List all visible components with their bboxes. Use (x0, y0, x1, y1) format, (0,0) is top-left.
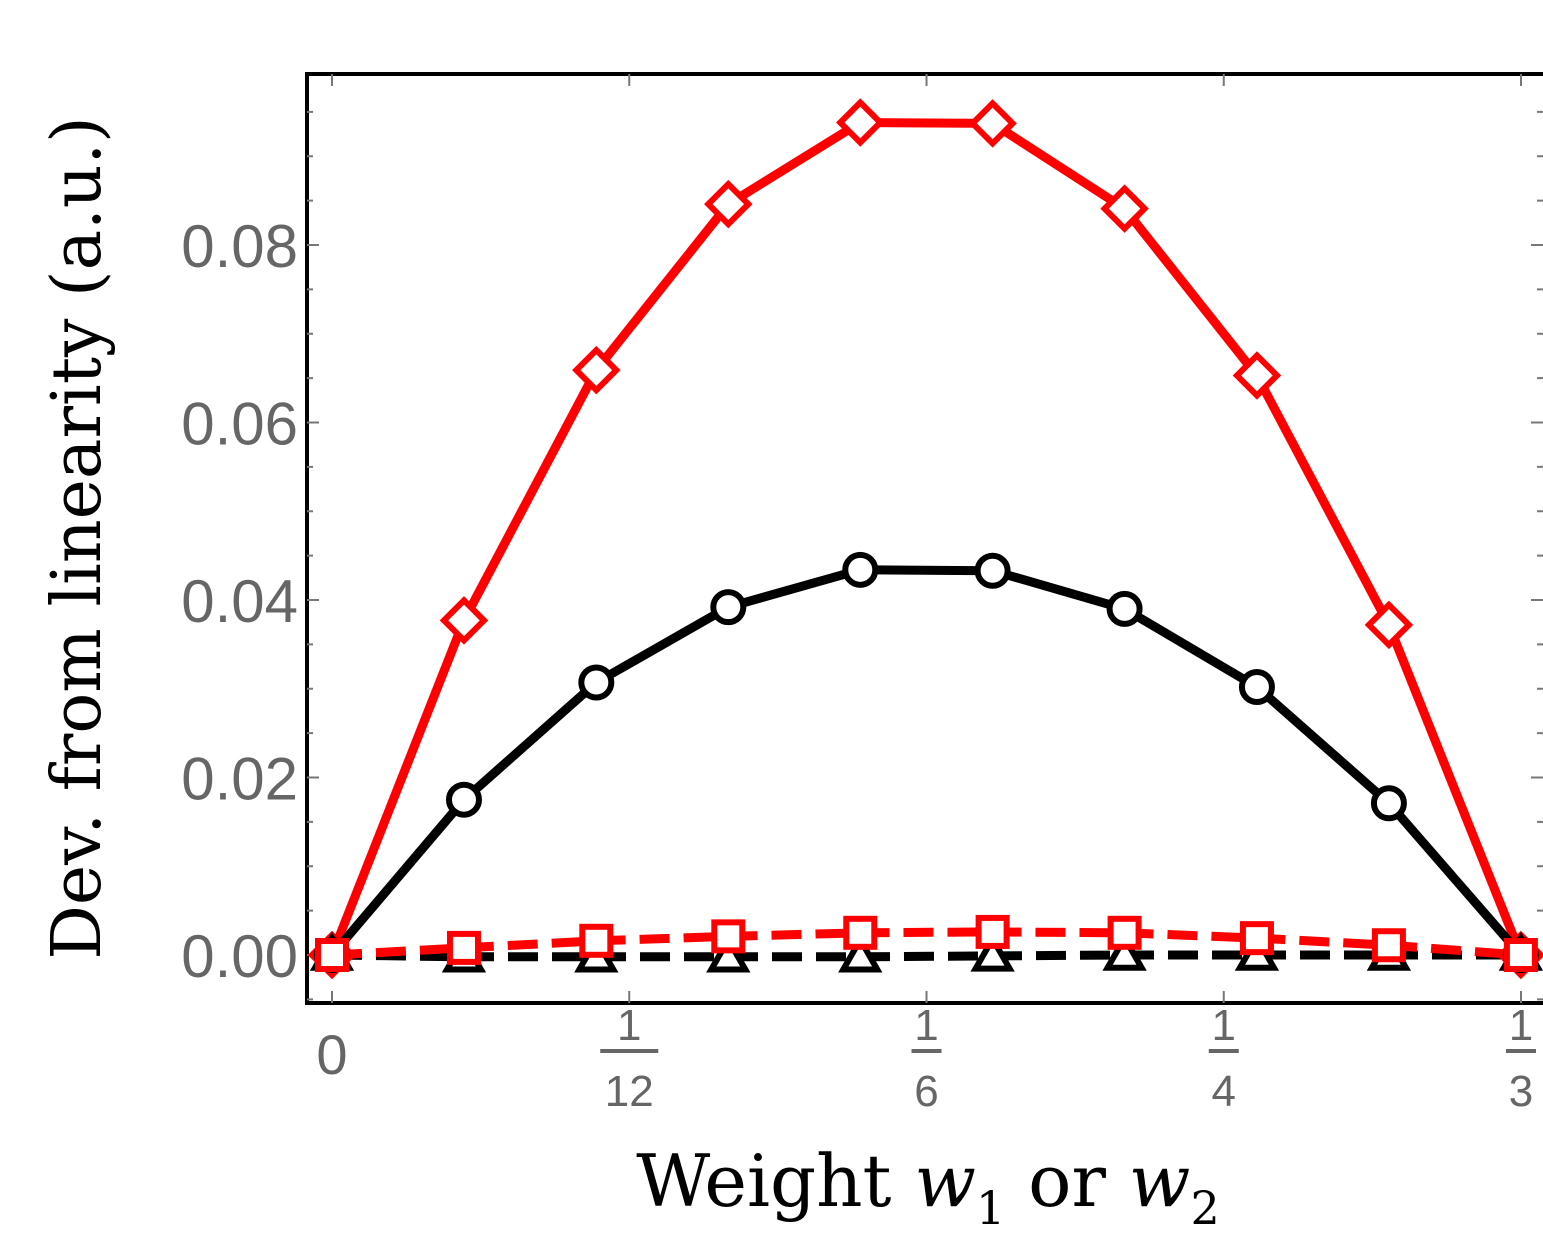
x-tick-denominator: 4 (1212, 1067, 1236, 1116)
x-axis-label-sub1: 1 (976, 1181, 1005, 1235)
data-point-square (843, 915, 878, 950)
y-tick-label: 0.06 (181, 391, 298, 458)
series-line-circle (328, 565, 1525, 958)
data-point-circle (578, 664, 615, 701)
data-point-square (1107, 915, 1142, 950)
x-tick-numerator: 1 (617, 1001, 641, 1050)
data-point-diamond (1232, 351, 1282, 400)
data-point-diamond (968, 99, 1017, 148)
data-point-circle (445, 781, 482, 818)
data-point-circle (1106, 590, 1143, 627)
x-tick-label: 16 (911, 1001, 942, 1116)
x-axis-label-var1: w (914, 1139, 976, 1223)
plot-frame (305, 72, 1543, 1005)
data-point-diamond (836, 98, 885, 147)
data-point-square (975, 914, 1010, 949)
data-point-diamond (1100, 184, 1149, 233)
data-point-diamond (572, 345, 621, 395)
data-point-triangle (838, 933, 883, 973)
y-tick-label: 0.08 (181, 213, 298, 280)
x-tick-label: 13 (1506, 1001, 1536, 1116)
data-point-square (1239, 921, 1274, 956)
data-point-circle (842, 551, 879, 588)
data-point-circle (710, 589, 747, 626)
data-point-square (579, 923, 614, 958)
y-axis-label: Dev. from linearity (a.u.) (38, 116, 117, 959)
x-tick-denominator: 3 (1509, 1067, 1533, 1116)
axis-ticks (307, 74, 1543, 1003)
x-tick-denominator: 6 (914, 1067, 938, 1116)
y-tick-label: 0.00 (181, 923, 298, 990)
plot-border (305, 72, 1543, 1005)
data-point-circle (1238, 668, 1275, 705)
data-point-square (1503, 938, 1538, 972)
data-point-triangle (706, 933, 751, 973)
x-axis-label-var2: w (1129, 1139, 1191, 1223)
x-tick-denominator: 12 (605, 1067, 654, 1116)
data-point-diamond (704, 179, 753, 229)
x-tick-numerator: 1 (914, 1001, 938, 1050)
data-point-diamond (1364, 600, 1414, 650)
x-tick-numerator: 1 (1509, 1001, 1533, 1050)
data-point-square (446, 930, 481, 965)
y-tick-label: 0.04 (181, 568, 298, 635)
x-tick-label: 0 (316, 1023, 347, 1086)
x-axis-label-mid: or (1005, 1139, 1129, 1223)
series-line-triangle (331, 950, 1521, 962)
data-point-circle (974, 552, 1011, 589)
data-point-circle (1370, 785, 1407, 822)
data-point-square (711, 919, 746, 954)
x-axis-label: Weight w1 or w2 (636, 1139, 1219, 1235)
x-tick-label: 14 (1208, 1001, 1239, 1116)
y-tick-label: 0.02 (181, 746, 298, 813)
data-point-triangle (1102, 931, 1147, 971)
data-point-square (315, 938, 349, 972)
x-axis-label-sub2: 2 (1190, 1181, 1219, 1235)
data-point-square (1371, 928, 1406, 963)
series-line-diamond (327, 118, 1526, 957)
series-markers (307, 98, 1543, 980)
data-point-triangle (970, 932, 1015, 972)
x-axis-label-text: Weight (636, 1139, 914, 1223)
series-lines (327, 118, 1526, 962)
data-point-diamond (439, 596, 489, 645)
x-tick-label: 112 (600, 1001, 659, 1116)
x-tick-numerator: 1 (1212, 1001, 1236, 1050)
series-line-square (331, 927, 1522, 960)
